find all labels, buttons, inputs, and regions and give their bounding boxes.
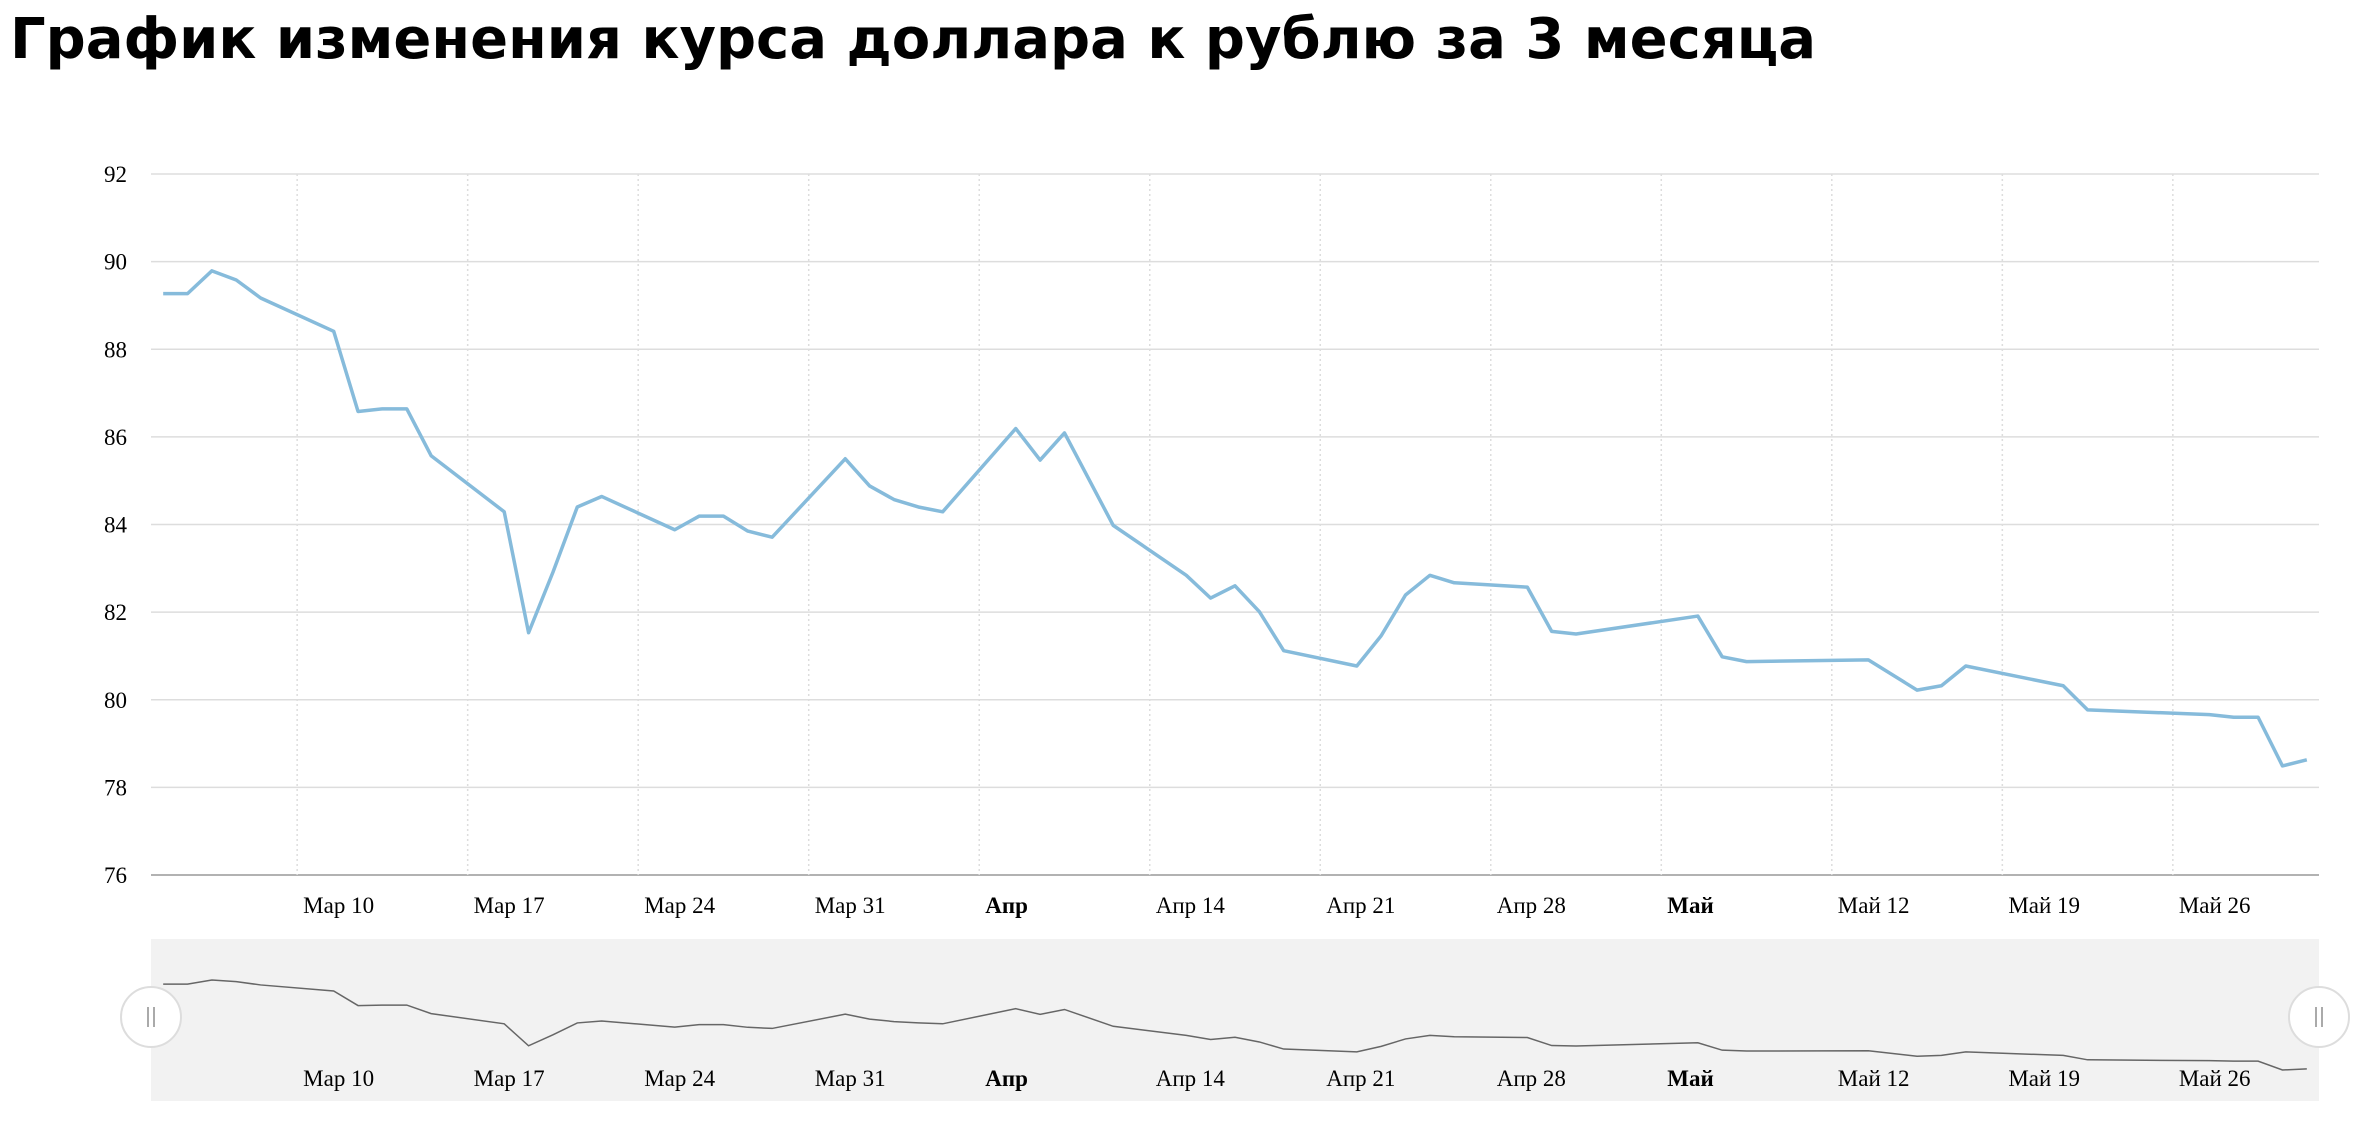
chart-title: График изменения курса доллара к рублю з… bbox=[10, 7, 1816, 72]
navigator-handle[interactable] bbox=[2288, 986, 2350, 1048]
x-tick-label: Апр 28 bbox=[1497, 893, 1566, 918]
y-tick-label: 88 bbox=[104, 337, 127, 362]
navigator-series bbox=[163, 979, 2307, 1071]
y-tick-label: 80 bbox=[104, 688, 127, 713]
navigator-tick-label: Апр 14 bbox=[1156, 1066, 1226, 1091]
navigator-tick-label: Мар 10 bbox=[303, 1066, 374, 1091]
x-tick-label: Мар 31 bbox=[815, 893, 886, 918]
x-tick-label: Апр 21 bbox=[1326, 893, 1395, 918]
x-tick-label: Мар 17 bbox=[474, 893, 545, 918]
y-tick-label: 90 bbox=[104, 250, 127, 275]
navigator[interactable] bbox=[151, 939, 2319, 1101]
x-tick-label: Апр 14 bbox=[1156, 893, 1226, 918]
y-tick-label: 86 bbox=[104, 425, 127, 450]
y-tick-label: 76 bbox=[104, 863, 127, 888]
navigator-tick-label: Апр 28 bbox=[1497, 1066, 1566, 1091]
x-tick-label: Мар 10 bbox=[303, 893, 374, 918]
x-tick-label: Май 26 bbox=[2179, 893, 2251, 918]
y-tick-label: 82 bbox=[104, 600, 127, 625]
navigator-tick-label: Май bbox=[1667, 1066, 1713, 1091]
navigator-tick-label: Мар 17 bbox=[474, 1066, 545, 1091]
line-series bbox=[163, 269, 2308, 768]
y-tick-label: 84 bbox=[104, 513, 128, 538]
navigator-tick-label: Май 12 bbox=[1838, 1066, 1910, 1091]
x-tick-label: Апр bbox=[985, 893, 1028, 918]
x-tick-label: Май 12 bbox=[1838, 893, 1910, 918]
navigator-tick-label: Май 26 bbox=[2179, 1066, 2251, 1091]
navigator-handle[interactable] bbox=[120, 986, 182, 1048]
x-tick-label: Май 19 bbox=[2008, 893, 2080, 918]
navigator-tick-label: Мар 24 bbox=[644, 1066, 715, 1091]
x-tick-label: Мар 24 bbox=[644, 893, 715, 918]
navigator-tick-label: Апр bbox=[985, 1066, 1028, 1091]
y-tick-label: 78 bbox=[104, 775, 127, 800]
x-tick-label: Май bbox=[1667, 893, 1713, 918]
y-tick-label: 92 bbox=[104, 162, 127, 187]
navigator-tick-label: Май 19 bbox=[2008, 1066, 2080, 1091]
navigator-tick-label: Мар 31 bbox=[815, 1066, 886, 1091]
navigator-tick-label: Апр 21 bbox=[1326, 1066, 1395, 1091]
